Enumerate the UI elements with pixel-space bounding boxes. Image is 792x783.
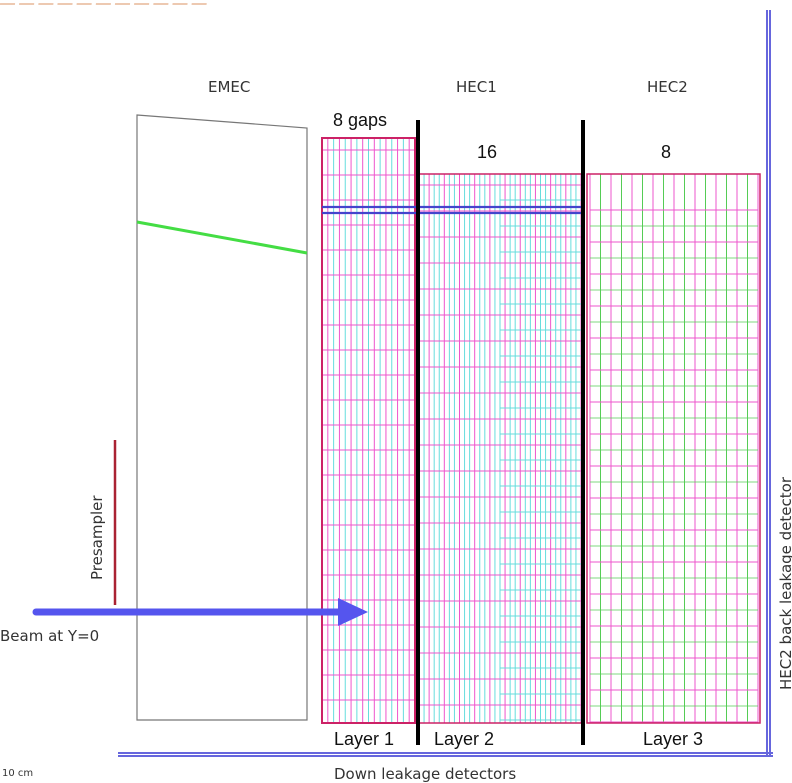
layer3-label: Layer 3: [643, 729, 703, 749]
hec1-front-frame: [321, 137, 416, 724]
cropped-header-text: — — — — — — — — — — —: [0, 0, 208, 12]
emec-green-line: [136, 220, 308, 255]
hec1-label: HEC1: [456, 78, 497, 96]
hec2-label: HEC2: [647, 78, 688, 96]
layer1-label: Layer 1: [334, 729, 394, 749]
presampler-label: Presampler: [88, 495, 106, 580]
scale-label: 10 cm: [2, 768, 33, 779]
layer2-label: Layer 2: [434, 729, 494, 749]
beam-arrow-head: [338, 598, 368, 626]
beam-label: Beam at Y=0: [0, 627, 99, 645]
gaps-hec2-label: 8: [661, 142, 671, 162]
emec-outline: [136, 114, 308, 721]
gaps-first-label: 8 gaps: [333, 110, 387, 130]
gaps-hec1-label: 16: [477, 142, 497, 162]
emec-label: EMEC: [208, 78, 250, 96]
down-leakage-label: Down leakage detectors: [334, 765, 516, 783]
back-leakage-label: HEC2 back leakage detector: [777, 476, 792, 690]
hec1-rear-module: [418, 174, 582, 723]
hec2-module: [589, 174, 759, 723]
hec2-frame: [586, 173, 761, 724]
hec1-front-module: [321, 138, 416, 723]
